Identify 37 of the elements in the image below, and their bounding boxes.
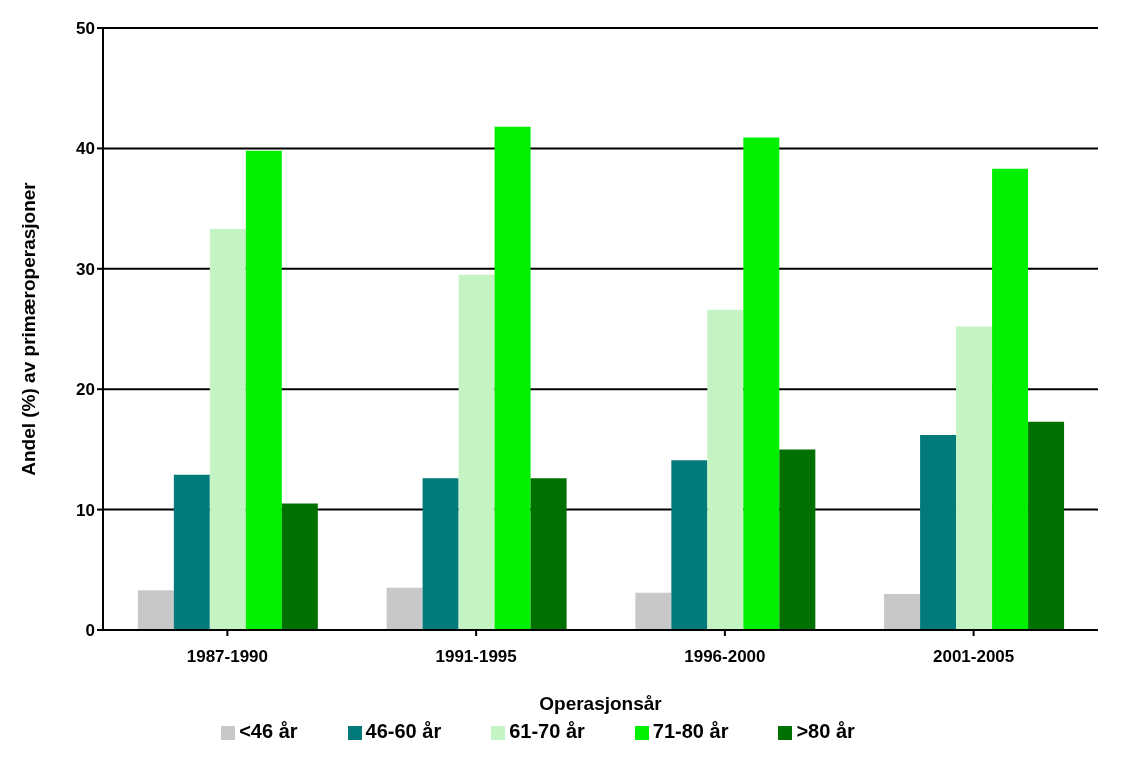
bar (281, 503, 318, 630)
x-tick-label: 1987-1990 (186, 647, 269, 667)
x-tick-label: 1996-2000 (684, 647, 766, 667)
bar (956, 326, 993, 630)
bar (707, 309, 744, 630)
bar (173, 474, 210, 630)
bar (494, 126, 531, 630)
bar (386, 587, 423, 630)
bar (1028, 421, 1065, 630)
bar (743, 137, 780, 630)
y-axis-title: Andel (%) av primæroperasjoner (17, 181, 39, 476)
bar (884, 593, 921, 630)
bar (671, 460, 708, 630)
legend-label: <46 år (239, 720, 298, 742)
legend-label: 61-70 år (509, 720, 585, 742)
bar (635, 592, 672, 630)
legend-label: 71-80 år (652, 720, 729, 742)
y-tick-label: 10 (76, 500, 95, 520)
bar (992, 168, 1029, 630)
bar (137, 590, 174, 630)
bar (458, 274, 495, 630)
bar (530, 478, 567, 630)
y-tick-label: 0 (85, 621, 95, 641)
legend-label: 46-60 år (365, 720, 442, 742)
bar (245, 150, 282, 630)
y-tick-label: 30 (76, 259, 95, 279)
bar (920, 434, 957, 630)
bar (209, 229, 246, 630)
legend-label: >80 år (796, 720, 855, 742)
x-tick-label: 2001-2005 (932, 647, 1015, 667)
bar (422, 478, 459, 630)
x-axis-title: Operasjonsår (539, 693, 663, 714)
y-tick-label: 40 (76, 139, 95, 159)
bar (779, 449, 816, 630)
y-tick-label: 50 (76, 19, 95, 39)
x-tick-label: 1991-1995 (435, 647, 517, 667)
y-tick-label: 20 (76, 380, 95, 400)
